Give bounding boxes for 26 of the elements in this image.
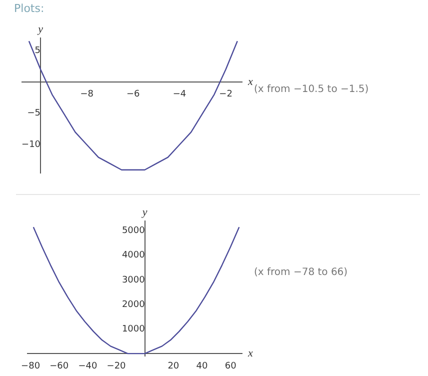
y-axis-title: y xyxy=(141,206,148,218)
x-tick-label: 60 xyxy=(224,361,237,372)
x-tick-label: −60 xyxy=(50,361,69,372)
x-axis-title: x xyxy=(247,347,253,360)
text: (x from −10.5 to −1.5) xyxy=(254,84,369,95)
chart-title: Plots: xyxy=(14,2,44,15)
y-tick-label: 4000 xyxy=(122,250,146,261)
x-tick-label: −40 xyxy=(78,361,98,372)
y-tick-label: 1000 xyxy=(122,324,146,334)
x-tick-label: −4 xyxy=(172,90,186,100)
y-tick-label: 3000 xyxy=(122,275,146,286)
text: (x from −78 to 66) xyxy=(254,267,348,278)
y-tick-label: 2000 xyxy=(122,300,146,310)
y-tick-label: 5000 xyxy=(122,226,146,236)
x-tick-label: −2 xyxy=(219,90,232,100)
x-tick-label: −6 xyxy=(126,90,140,100)
x-tick-label: −20 xyxy=(106,361,126,372)
y-tick-label: −10 xyxy=(22,140,41,150)
x-tick-label: 40 xyxy=(196,361,208,372)
x-tick-label: −80 xyxy=(21,361,40,372)
y-tick-label: −5 xyxy=(27,108,41,119)
y-axis-title: y xyxy=(37,23,44,36)
x-axis-title: x xyxy=(247,76,253,88)
y-tick-label: 5 xyxy=(34,46,41,56)
x-tick-label: −8 xyxy=(80,90,94,100)
x-tick-label: 20 xyxy=(168,361,180,372)
